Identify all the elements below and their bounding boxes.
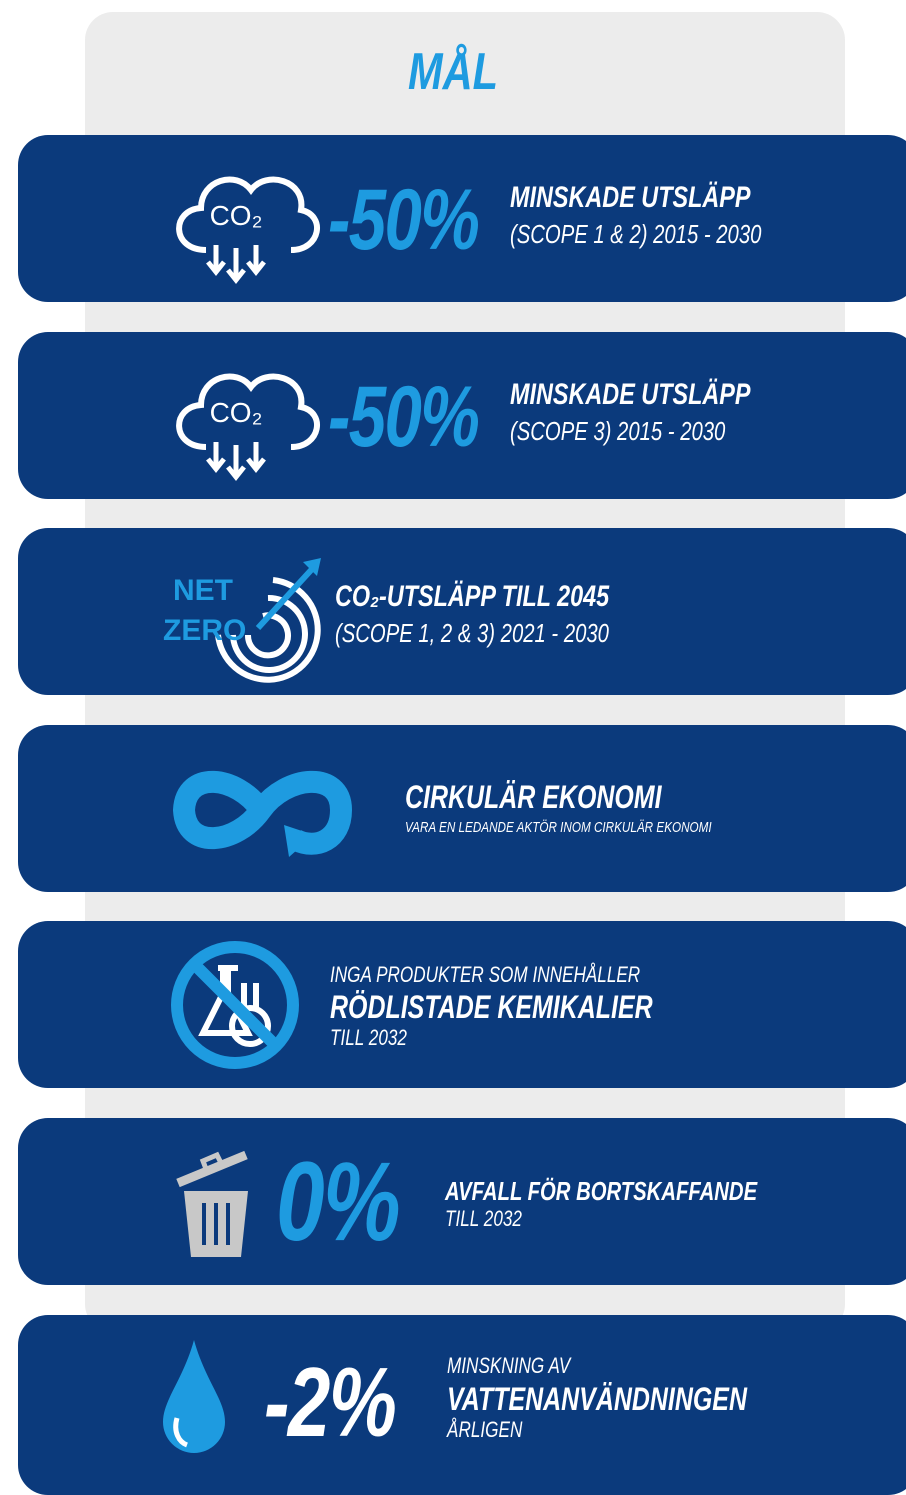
line: VARA EN LEDANDE AKTÖR INOM CIRKULÄR EKON… xyxy=(405,819,712,836)
line: MINSKADE UTSLÄPP xyxy=(510,181,751,214)
line: TILL 2032 xyxy=(445,1206,522,1231)
goal-card: CIRKULÄR EKONOMI VARA EN LEDANDE AKTÖR I… xyxy=(18,725,906,892)
icon-text: CO₂ xyxy=(210,200,263,231)
icon-text: ZERO xyxy=(163,614,246,647)
figure: -2% xyxy=(264,1347,397,1457)
icon-text: CO₂ xyxy=(210,397,263,428)
net-zero-icon: NET ZERO xyxy=(163,558,321,683)
line: (SCOPE 3) 2015 - 2030 xyxy=(510,416,726,446)
line: (SCOPE 1 & 2) 2015 - 2030 xyxy=(510,219,762,249)
co2-icon: CO₂ xyxy=(176,373,320,482)
goal-card: -2% MINSKNING AV VATTENANVÄNDNINGEN ÅRLI… xyxy=(18,1315,906,1495)
line: AVFALL FÖR BORTSKAFFANDE xyxy=(445,1176,758,1206)
line: VATTENANVÄNDNINGEN xyxy=(447,1381,747,1417)
goal-card: NET ZERO CO₂-UTSLÄPP TILL 2045 (SCOPE 1,… xyxy=(18,528,906,695)
trash-icon xyxy=(176,1150,248,1257)
line: CIRKULÄR EKONOMI xyxy=(405,779,662,815)
line: CO₂-UTSLÄPP TILL 2045 xyxy=(335,580,610,613)
no-chemicals-icon xyxy=(171,941,299,1069)
goal-card: CO₂ -50% MINSKADE UTSLÄPP (SCOPE 3) 2015… xyxy=(18,332,906,499)
figure: -50% xyxy=(328,172,480,268)
line: ÅRLIGEN xyxy=(447,1417,523,1442)
line: (SCOPE 1, 2 & 3) 2021 - 2030 xyxy=(335,618,609,648)
line: INGA PRODUKTER SOM INNEHÅLLER xyxy=(330,962,641,987)
figure: -50% xyxy=(328,369,480,465)
co2-icon: CO₂ xyxy=(176,176,320,285)
line: MINSKADE UTSLÄPP xyxy=(510,378,751,411)
title: MÅL xyxy=(407,43,499,101)
line: MINSKNING AV xyxy=(447,1353,571,1378)
icon-text: NET xyxy=(173,574,233,607)
infinity-icon xyxy=(172,770,353,857)
goal-card: INGA PRODUKTER SOM INNEHÅLLER RÖDLISTADE… xyxy=(18,921,906,1088)
water-drop-icon xyxy=(163,1340,225,1453)
line: RÖDLISTADE KEMIKALIER xyxy=(330,989,653,1025)
goal-card: 0% AVFALL FÖR BORTSKAFFANDE TILL 2032 xyxy=(18,1118,906,1285)
goal-card: CO₂ -50% MINSKADE UTSLÄPP (SCOPE 1 & 2) … xyxy=(18,135,906,302)
line: TILL 2032 xyxy=(330,1025,407,1050)
figure: 0% xyxy=(276,1139,401,1264)
